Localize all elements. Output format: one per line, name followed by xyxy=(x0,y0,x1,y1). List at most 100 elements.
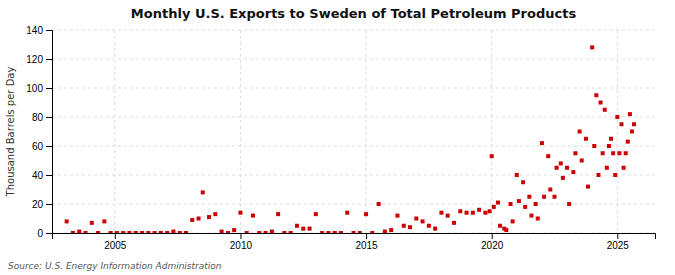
point xyxy=(408,225,412,229)
point xyxy=(201,190,205,194)
point xyxy=(427,224,431,228)
point xyxy=(402,224,406,228)
grid-line-y xyxy=(52,117,655,118)
x-tick: 2025 xyxy=(607,233,630,251)
point xyxy=(452,221,456,225)
y-axis: 020406080100120140 xyxy=(26,25,52,239)
point xyxy=(421,219,425,223)
point xyxy=(238,211,242,215)
point xyxy=(314,212,318,216)
chart-svg: 20052010201520202025020406080100120140Mo… xyxy=(0,0,675,275)
grid-line-x xyxy=(617,30,618,233)
y-tick-label: 120 xyxy=(26,54,43,65)
point xyxy=(178,231,182,233)
point xyxy=(565,166,569,170)
point xyxy=(395,214,399,218)
point xyxy=(504,228,508,232)
point xyxy=(433,227,437,231)
y-tick: 40 xyxy=(32,170,52,181)
point xyxy=(140,231,144,233)
grid-line-y xyxy=(52,146,655,147)
point xyxy=(599,101,603,105)
point xyxy=(517,199,521,203)
point xyxy=(295,224,299,228)
point xyxy=(615,115,619,119)
point xyxy=(553,195,557,199)
x-tick-label: 2020 xyxy=(481,240,504,251)
point xyxy=(276,212,280,216)
point xyxy=(617,151,621,155)
y-tick: 60 xyxy=(32,141,52,152)
point xyxy=(590,45,594,49)
x-axis-line xyxy=(53,234,656,240)
grid-line-x xyxy=(240,30,241,233)
point xyxy=(620,122,624,126)
point xyxy=(333,231,337,233)
grid-line-y xyxy=(52,88,655,89)
grid-line-x xyxy=(366,30,367,233)
x-axis: 2005 2010 2015 2020 2025 xyxy=(53,233,656,251)
y-tick: 100 xyxy=(26,83,52,94)
point xyxy=(626,140,630,144)
point xyxy=(611,151,615,155)
point xyxy=(364,212,368,216)
y-tick-label: 100 xyxy=(26,83,43,94)
point xyxy=(594,93,598,97)
plot-area: 20052010201520202025020406080100120140 xyxy=(26,25,655,251)
y-tick-label: 40 xyxy=(32,170,44,181)
point xyxy=(220,230,224,233)
point xyxy=(171,230,175,233)
point xyxy=(477,208,481,212)
point xyxy=(622,166,626,170)
point xyxy=(509,202,513,206)
point xyxy=(71,231,75,233)
point xyxy=(488,209,492,213)
x-tick: 2015 xyxy=(355,233,378,251)
y-tick-mark xyxy=(46,88,52,89)
y-tick-label: 140 xyxy=(26,25,43,36)
point xyxy=(184,231,188,233)
point xyxy=(121,231,125,233)
point xyxy=(458,209,462,213)
point xyxy=(630,130,634,134)
y-axis-line xyxy=(46,31,53,234)
point xyxy=(102,219,106,223)
point xyxy=(165,231,169,233)
title: Monthly U.S. Exports to Sweden of Total … xyxy=(131,6,577,21)
point xyxy=(383,230,387,233)
point xyxy=(146,231,150,233)
x-tick: 2010 xyxy=(230,233,253,251)
point xyxy=(213,212,217,216)
point xyxy=(308,227,312,231)
x-tick-mark xyxy=(240,233,241,239)
y-tick-mark xyxy=(46,30,52,31)
point xyxy=(115,231,119,233)
point xyxy=(567,202,571,206)
point xyxy=(358,231,362,233)
point xyxy=(536,217,540,221)
point xyxy=(490,154,494,158)
point xyxy=(613,173,617,177)
grid-line-x xyxy=(491,30,492,233)
point xyxy=(439,211,443,215)
point xyxy=(414,217,418,221)
point xyxy=(96,231,100,233)
x-tick-label: 2025 xyxy=(607,240,630,251)
point xyxy=(226,231,230,233)
point xyxy=(232,228,236,232)
point xyxy=(546,154,550,158)
y-tick: 120 xyxy=(26,54,52,65)
point xyxy=(496,201,500,205)
point xyxy=(592,144,596,148)
y-tick-mark xyxy=(46,233,52,234)
x-tick-mark xyxy=(115,233,116,239)
x-tick-label: 2005 xyxy=(104,240,127,251)
point xyxy=(529,214,533,218)
point xyxy=(159,231,163,233)
x-tick-mark xyxy=(617,233,618,239)
point xyxy=(540,141,544,145)
point xyxy=(377,202,381,206)
x-tick: 2005 xyxy=(104,233,127,251)
y-tick-mark xyxy=(46,146,52,147)
point xyxy=(548,188,552,192)
